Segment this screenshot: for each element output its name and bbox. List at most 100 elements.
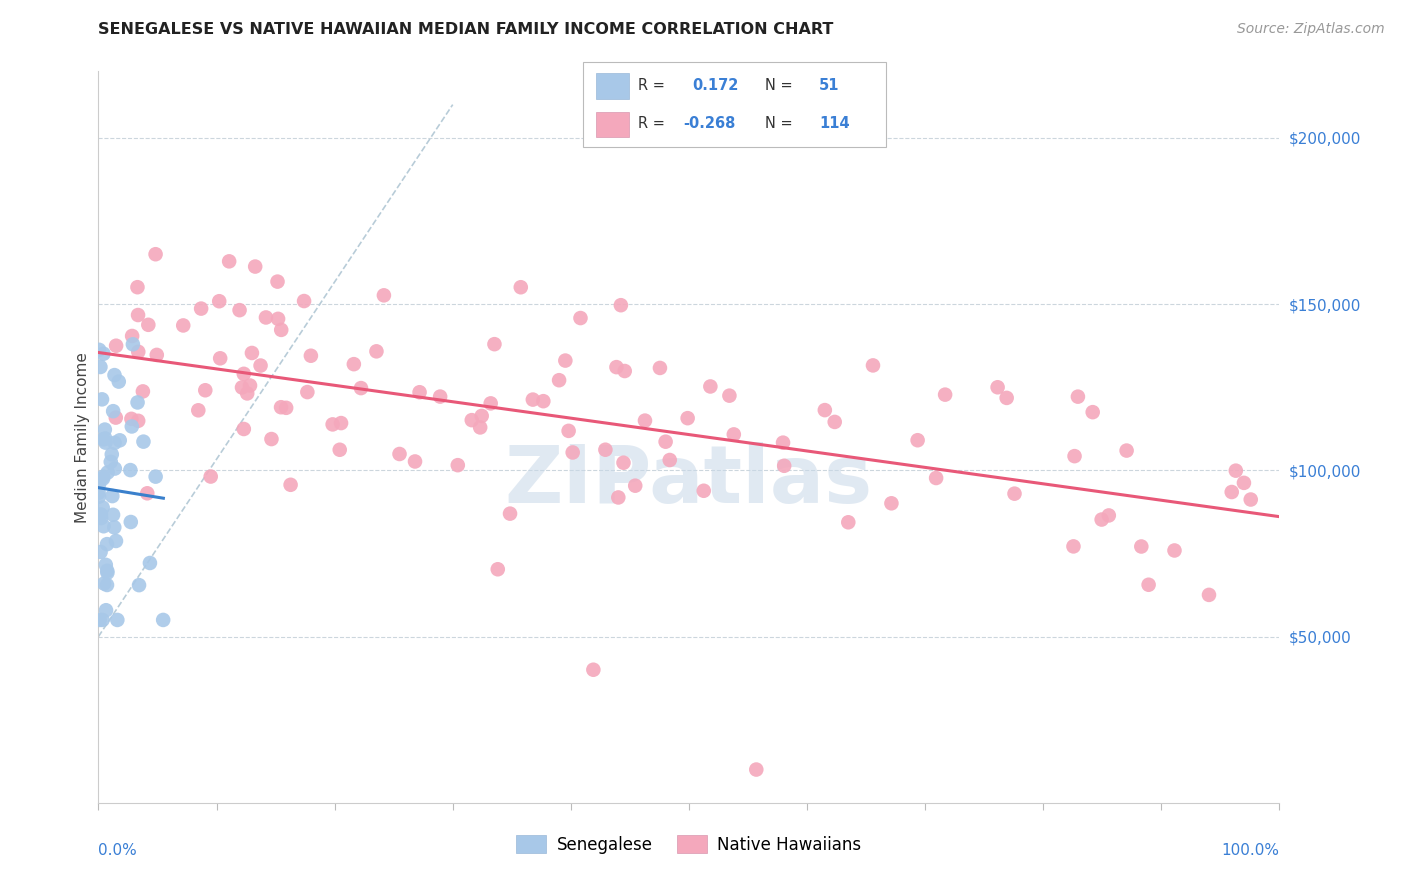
Point: [94, 558, 117, 572]
Text: 0.172: 0.172: [692, 78, 738, 93]
Point: [87, 490, 110, 504]
Point: [486, 562, 509, 576]
Point: [120, 463, 142, 477]
Point: [127, 308, 149, 322]
Point: [93, 576, 115, 591]
Point: [108, 434, 131, 448]
Point: [218, 254, 240, 268]
Point: [145, 247, 167, 261]
Point: [648, 360, 671, 375]
Point: [1220, 485, 1243, 500]
Point: [343, 357, 366, 371]
Point: [862, 359, 884, 373]
Point: [105, 613, 128, 627]
Point: [100, 455, 122, 469]
Point: [299, 349, 322, 363]
Point: [104, 533, 127, 548]
Text: -0.268: -0.268: [683, 116, 735, 131]
Point: [880, 496, 903, 510]
Point: [136, 486, 159, 500]
Point: [122, 337, 145, 351]
Text: 0.0%: 0.0%: [98, 843, 138, 858]
Text: N =: N =: [765, 78, 793, 93]
Point: [1098, 508, 1121, 523]
Point: [97, 466, 120, 480]
Text: ZIPatlas: ZIPatlas: [505, 442, 873, 520]
Point: [127, 280, 149, 294]
Point: [350, 381, 373, 395]
Point: [93, 433, 115, 447]
Point: [90, 508, 112, 522]
Point: [89, 359, 111, 374]
Point: [245, 260, 267, 274]
Point: [194, 384, 217, 398]
Point: [479, 396, 502, 410]
Point: [146, 348, 169, 362]
Point: [127, 344, 149, 359]
Point: [634, 414, 657, 428]
Point: [91, 613, 114, 627]
Point: [322, 417, 344, 432]
Point: [297, 385, 319, 400]
Point: [499, 507, 522, 521]
FancyBboxPatch shape: [596, 112, 628, 137]
Point: [718, 389, 741, 403]
Point: [470, 420, 492, 434]
Point: [1240, 492, 1263, 507]
Point: [595, 442, 617, 457]
Point: [699, 379, 721, 393]
Point: [1115, 443, 1137, 458]
Point: [995, 391, 1018, 405]
Point: [260, 432, 283, 446]
Point: [613, 364, 636, 378]
Point: [745, 763, 768, 777]
Point: [91, 392, 114, 407]
Point: [292, 294, 315, 309]
Point: [1067, 390, 1090, 404]
Y-axis label: Median Family Income: Median Family Income: [75, 351, 90, 523]
Point: [232, 367, 254, 381]
Point: [837, 516, 859, 530]
Point: [127, 414, 149, 428]
Point: [90, 545, 112, 559]
Point: [240, 346, 263, 360]
Point: [531, 394, 554, 409]
Point: [276, 401, 298, 415]
Point: [120, 515, 142, 529]
Point: [128, 578, 150, 592]
Point: [91, 471, 114, 485]
Point: [723, 427, 745, 442]
Point: [624, 478, 647, 492]
Point: [814, 403, 837, 417]
Point: [91, 500, 114, 515]
Point: [96, 566, 118, 580]
Point: [239, 378, 262, 392]
Point: [231, 380, 253, 394]
Point: [93, 347, 115, 361]
Point: [132, 434, 155, 449]
Point: [101, 447, 124, 461]
Point: [90, 511, 112, 525]
Point: [461, 413, 484, 427]
Point: [610, 298, 633, 312]
Point: [1163, 543, 1185, 558]
Point: [1137, 578, 1160, 592]
Point: [104, 410, 127, 425]
Text: N =: N =: [765, 116, 793, 131]
Point: [139, 556, 162, 570]
Point: [1225, 464, 1247, 478]
Point: [658, 453, 681, 467]
FancyBboxPatch shape: [583, 62, 886, 147]
Point: [232, 422, 254, 436]
Point: [96, 578, 118, 592]
Point: [404, 454, 426, 468]
Point: [934, 387, 956, 401]
Point: [1081, 405, 1104, 419]
Point: [101, 489, 124, 503]
Point: [1130, 540, 1153, 554]
Point: [254, 310, 277, 325]
Point: [280, 477, 302, 491]
Point: [1091, 512, 1114, 526]
Point: [89, 613, 111, 627]
Point: [824, 415, 846, 429]
